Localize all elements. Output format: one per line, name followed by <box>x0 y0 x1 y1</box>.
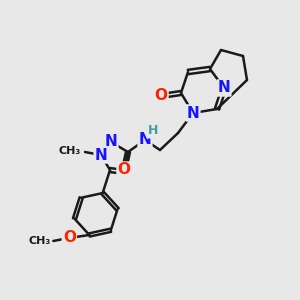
Text: O: O <box>118 163 130 178</box>
Text: H: H <box>148 124 158 137</box>
Text: N: N <box>139 133 152 148</box>
Text: CH₃: CH₃ <box>59 146 81 156</box>
Text: O: O <box>154 88 167 104</box>
Text: N: N <box>187 106 200 121</box>
Text: O: O <box>63 230 76 245</box>
Text: N: N <box>105 134 117 149</box>
Text: N: N <box>218 80 230 95</box>
Text: N: N <box>94 148 107 163</box>
Text: CH₃: CH₃ <box>28 236 50 246</box>
